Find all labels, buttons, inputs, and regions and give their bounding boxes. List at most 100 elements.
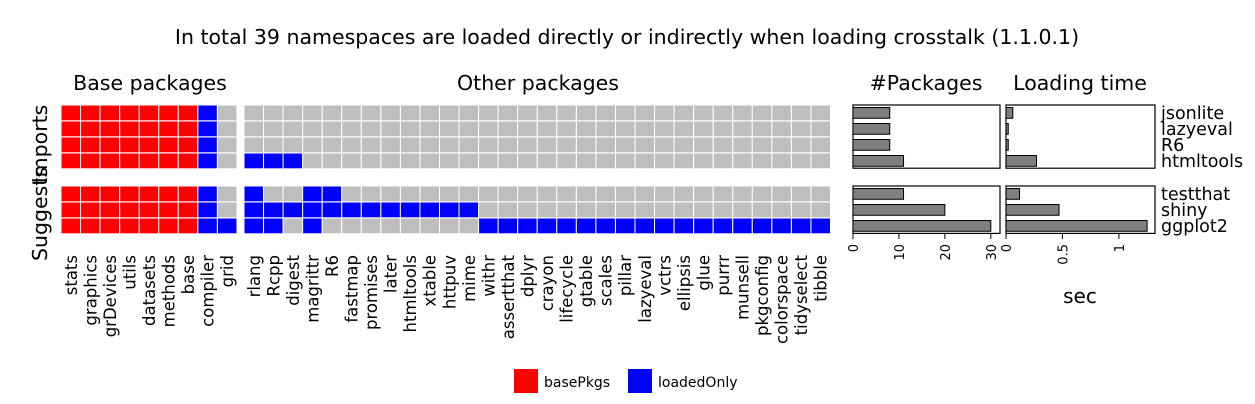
cell-r6-htmltools — [399, 136, 421, 154]
cell-shiny-r6 — [321, 201, 343, 219]
cell-ggplot2-purrr — [712, 217, 734, 235]
cell-ggplot2-assertthat — [497, 217, 519, 235]
cell-testthat-magrittr — [302, 185, 323, 203]
cell-jsonlite-withr — [478, 104, 499, 122]
package-label-rcpp: Rcpp — [264, 255, 283, 296]
cell-lazyeval-magrittr — [302, 120, 323, 138]
cell-jsonlite-ellipsis — [673, 104, 695, 122]
cell-lazyeval-dplyr — [517, 120, 538, 138]
cell-testthat-xtable — [419, 185, 441, 203]
package-label-methods: methods — [160, 255, 179, 327]
cell-shiny-crayon — [536, 201, 558, 219]
cell-jsonlite-crayon — [536, 104, 558, 122]
package-label-purrr: purrr — [714, 255, 733, 296]
time-bar-jsonlite — [1005, 107, 1014, 119]
cell-htmltools-magrittr — [302, 152, 323, 170]
cell-jsonlite-lifecycle — [556, 104, 577, 122]
cell-shiny-digest — [282, 201, 304, 219]
cell-shiny-pkgconfig — [751, 201, 773, 219]
cell-shiny-stats — [60, 201, 82, 219]
cell-shiny-rcpp — [263, 201, 284, 219]
cell-ggplot2-crayon — [536, 217, 558, 235]
cell-jsonlite-datasets — [138, 104, 160, 122]
cell-ggplot2-colorspace — [771, 217, 792, 235]
chart-title: In total 39 namespaces are loaded direct… — [175, 25, 1079, 49]
cell-htmltools-graphics — [80, 152, 101, 170]
cell-shiny-assertthat — [497, 201, 519, 219]
cell-shiny-gtable — [575, 201, 597, 219]
cell-shiny-base — [177, 201, 199, 219]
cell-jsonlite-rcpp — [263, 104, 284, 122]
cell-shiny-compiler — [197, 201, 218, 219]
cell-lazyeval-datasets — [138, 120, 160, 138]
cell-htmltools-colorspace — [771, 152, 792, 170]
cell-ggplot2-pkgconfig — [751, 217, 773, 235]
cell-lazyeval-graphics — [80, 120, 101, 138]
cell-htmltools-gtable — [575, 152, 597, 170]
cell-ggplot2-ellipsis — [673, 217, 695, 235]
package-label-promises: promises — [362, 255, 381, 330]
cell-ggplot2-fastmap — [341, 217, 362, 235]
cell-r6-mime — [458, 136, 480, 154]
cell-shiny-scales — [595, 201, 616, 219]
cell-shiny-ellipsis — [673, 201, 695, 219]
cell-testthat-compiler — [197, 185, 218, 203]
cell-jsonlite-assertthat — [497, 104, 519, 122]
cell-ggplot2-pillar — [614, 217, 636, 235]
time-axis-label: sec — [1063, 284, 1097, 308]
cell-htmltools-digest — [282, 152, 304, 170]
cell-htmltools-later — [380, 152, 401, 170]
cell-testthat-rlang — [243, 185, 265, 203]
cell-ggplot2-graphics — [80, 217, 101, 235]
cell-testthat-graphics — [80, 185, 101, 203]
package-label-digest: digest — [284, 254, 303, 305]
cell-htmltools-grdevices — [99, 152, 121, 170]
cell-lazyeval-grdevices — [99, 120, 121, 138]
cell-jsonlite-graphics — [80, 104, 101, 122]
cell-shiny-munsell — [732, 201, 753, 219]
npkg-bar-ggplot2 — [852, 220, 992, 232]
npkg-bar-shiny — [852, 204, 946, 216]
cell-lazyeval-fastmap — [341, 120, 362, 138]
legend: basePkgs loadedOnly — [514, 369, 738, 393]
time-tick-label: 0.5 — [1056, 244, 1071, 265]
cell-htmltools-ellipsis — [673, 152, 695, 170]
cell-testthat-datasets — [138, 185, 160, 203]
package-label-assertthat: assertthat — [499, 254, 518, 339]
cell-lazyeval-gtable — [575, 120, 597, 138]
cell-jsonlite-pkgconfig — [751, 104, 773, 122]
cell-r6-xtable — [419, 136, 441, 154]
package-label-tibble: tibble — [812, 255, 831, 302]
cell-ggplot2-compiler — [197, 217, 218, 235]
cell-jsonlite-grdevices — [99, 104, 121, 122]
cell-ggplot2-withr — [478, 217, 499, 235]
cell-jsonlite-glue — [693, 104, 714, 122]
time-bar-r6 — [1005, 139, 1009, 151]
cell-lazyeval-pkgconfig — [751, 120, 773, 138]
cell-htmltools-rcpp — [263, 152, 284, 170]
cell-r6-vctrs — [654, 136, 675, 154]
cell-lazyeval-assertthat — [497, 120, 519, 138]
cell-r6-tidyselect — [790, 136, 812, 154]
cell-lazyeval-digest — [282, 120, 304, 138]
dependency-label-shiny: shiny — [1161, 201, 1208, 221]
cell-shiny-later — [380, 201, 401, 219]
cell-shiny-methods — [158, 201, 179, 219]
cell-testthat-grdevices — [99, 185, 121, 203]
cell-ggplot2-later — [380, 217, 401, 235]
cell-r6-rlang — [243, 136, 265, 154]
cell-htmltools-lazyeval — [634, 152, 656, 170]
package-label-graphics: graphics — [81, 255, 100, 326]
cell-jsonlite-base — [177, 104, 199, 122]
cell-lazyeval-mime — [458, 120, 480, 138]
npkg-tick-label: 20 — [939, 244, 954, 261]
package-label-glue: glue — [694, 255, 713, 291]
cell-ggplot2-gtable — [575, 217, 597, 235]
cell-r6-crayon — [536, 136, 558, 154]
cell-r6-fastmap — [341, 136, 362, 154]
package-label-lifecycle: lifecycle — [558, 255, 577, 323]
cell-jsonlite-mime — [458, 104, 480, 122]
cell-ggplot2-mime — [458, 217, 480, 235]
package-label-grid: grid — [218, 255, 237, 287]
cell-shiny-dplyr — [517, 201, 538, 219]
